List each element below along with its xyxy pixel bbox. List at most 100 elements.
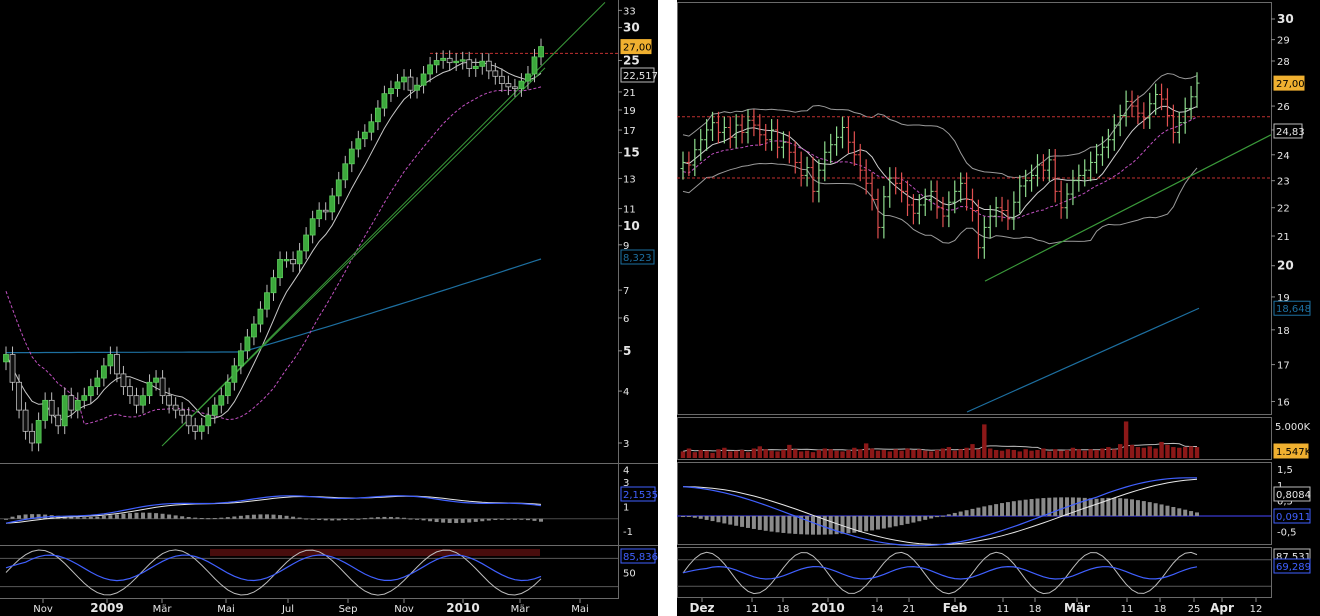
macd-histogram-bar bbox=[486, 518, 491, 521]
macd-histogram-bar bbox=[238, 515, 243, 519]
volume-bar bbox=[739, 449, 745, 458]
candle-body bbox=[3, 354, 9, 363]
x-tick-label: 12 bbox=[1250, 604, 1263, 615]
candle-body bbox=[120, 373, 127, 388]
candle-body bbox=[453, 60, 460, 64]
left-chart-svg[interactable]: 3330252119171513111097654327,0022,5178,3… bbox=[0, 0, 658, 616]
stoch-d-value-label-box bbox=[1273, 558, 1311, 574]
macd-histogram-bar bbox=[264, 514, 269, 519]
left-chart-panel[interactable]: 33 30 25 21 19 17 15 13 11 10 9 7 6 5 4 3 27,00 22,517 8,3… bbox=[0, 0, 658, 616]
macd-histogram-bar bbox=[1195, 512, 1199, 516]
y-tick-label: 7 bbox=[623, 286, 629, 297]
macd-histogram-bar bbox=[467, 518, 472, 523]
y-tick-label: 26 bbox=[1277, 102, 1290, 113]
macd-histogram-bar bbox=[278, 515, 283, 519]
macd-histogram-bar bbox=[946, 514, 951, 516]
macd-histogram-bar bbox=[114, 514, 119, 519]
x-tick-label: 18 bbox=[1154, 604, 1167, 615]
macd-histogram-bar bbox=[781, 516, 786, 533]
macd-histogram-bar bbox=[870, 516, 875, 531]
y-tick-label: 21 bbox=[1277, 232, 1290, 243]
candle-body bbox=[244, 336, 251, 352]
macd-histogram-bar bbox=[704, 516, 709, 520]
macd-histogram-bar bbox=[846, 516, 851, 534]
macd-histogram-bar bbox=[362, 518, 367, 520]
volume-bar bbox=[781, 449, 786, 458]
volume-bar bbox=[745, 452, 751, 458]
candle-body bbox=[166, 395, 173, 406]
right-chart-panel[interactable]: 302928262524232221201918171627,0024,8318… bbox=[677, 0, 1320, 616]
volume-bar bbox=[716, 449, 721, 458]
macd-histogram-bar bbox=[88, 516, 93, 519]
macd-histogram-bar bbox=[245, 515, 250, 519]
macd-histogram-bar bbox=[539, 518, 543, 522]
volume-bar bbox=[1117, 444, 1123, 458]
candle-body bbox=[388, 88, 394, 95]
volume-bar bbox=[899, 450, 904, 458]
candle-body bbox=[427, 64, 433, 75]
macd-histogram-bar bbox=[121, 513, 126, 519]
volume-bar bbox=[934, 449, 940, 458]
macd-histogram-bar bbox=[454, 518, 459, 524]
last-price-label: 27,00 bbox=[1276, 79, 1305, 90]
macd-histogram-bar bbox=[1011, 501, 1016, 516]
macd-histogram-bar bbox=[291, 516, 296, 519]
volume-bar bbox=[722, 447, 727, 458]
macd-histogram-bar bbox=[310, 518, 315, 520]
macd-histogram-bar bbox=[1141, 501, 1146, 516]
x-tick-label: Nov bbox=[394, 604, 414, 615]
macd-histogram-bar bbox=[23, 514, 28, 519]
volume-bar bbox=[804, 450, 810, 458]
macd-histogram-bar bbox=[225, 517, 230, 519]
macd-histogram-bar bbox=[428, 518, 433, 522]
macd-histogram-bar bbox=[899, 516, 904, 526]
candle-body bbox=[74, 399, 81, 411]
macd-histogram-bar bbox=[1035, 498, 1040, 516]
volume-bar bbox=[917, 449, 922, 458]
macd-histogram-bar bbox=[154, 513, 159, 519]
macd-histogram-bar bbox=[852, 516, 857, 533]
volume-bar bbox=[816, 449, 822, 458]
macd-histogram-bar bbox=[127, 513, 132, 519]
macd-histogram-bar bbox=[881, 516, 886, 529]
candle-body bbox=[374, 107, 381, 123]
x-tick-label: 2010 bbox=[446, 601, 479, 615]
macd-y-tick: 1 bbox=[1277, 481, 1283, 492]
y-tick-label: 6 bbox=[623, 314, 629, 325]
volume-bar bbox=[1064, 449, 1070, 458]
macd-histogram-bar bbox=[864, 516, 869, 532]
macd-histogram-bar bbox=[1135, 500, 1140, 516]
macd-histogram-bar bbox=[805, 516, 810, 535]
y-tick-label: 17 bbox=[623, 126, 636, 137]
volume-bar bbox=[1123, 421, 1129, 458]
right-chart-svg[interactable]: 302928262524232221201918171627,0024,8318… bbox=[677, 0, 1320, 616]
x-tick-label: Sep bbox=[339, 604, 358, 615]
macd-histogram-bar bbox=[441, 518, 446, 523]
macd-histogram-bar bbox=[875, 516, 880, 530]
mid-moving-average bbox=[5, 86, 542, 425]
macd-histogram-bar bbox=[1112, 497, 1117, 516]
macd-histogram-bar bbox=[212, 518, 217, 520]
macd-histogram-bar bbox=[473, 518, 478, 522]
macd-histogram-bar bbox=[1100, 498, 1105, 516]
macd-histogram-bar bbox=[1094, 498, 1099, 516]
macd-histogram-bar bbox=[1130, 499, 1135, 516]
macd-histogram-bar bbox=[828, 516, 833, 535]
y-tick-label: 17 bbox=[1277, 361, 1290, 372]
macd-histogram-bar bbox=[349, 518, 354, 520]
candle-body bbox=[16, 381, 22, 411]
candle-body bbox=[251, 323, 257, 338]
overbought-zone bbox=[210, 549, 540, 557]
volume-bar bbox=[958, 449, 963, 458]
candle-body bbox=[309, 218, 316, 236]
macd-histogram-bar bbox=[17, 515, 22, 519]
volume-bar bbox=[999, 450, 1005, 458]
candle-body bbox=[231, 365, 238, 383]
long-ma-value-label: 18,648 bbox=[1276, 304, 1311, 315]
macd-histogram-bar bbox=[75, 517, 80, 519]
x-tick-label: Jul bbox=[281, 604, 294, 615]
volume-bar bbox=[810, 452, 816, 458]
macd-histogram-bar bbox=[1053, 497, 1058, 516]
candle-body bbox=[459, 59, 466, 62]
macd-histogram-bar bbox=[251, 514, 256, 519]
